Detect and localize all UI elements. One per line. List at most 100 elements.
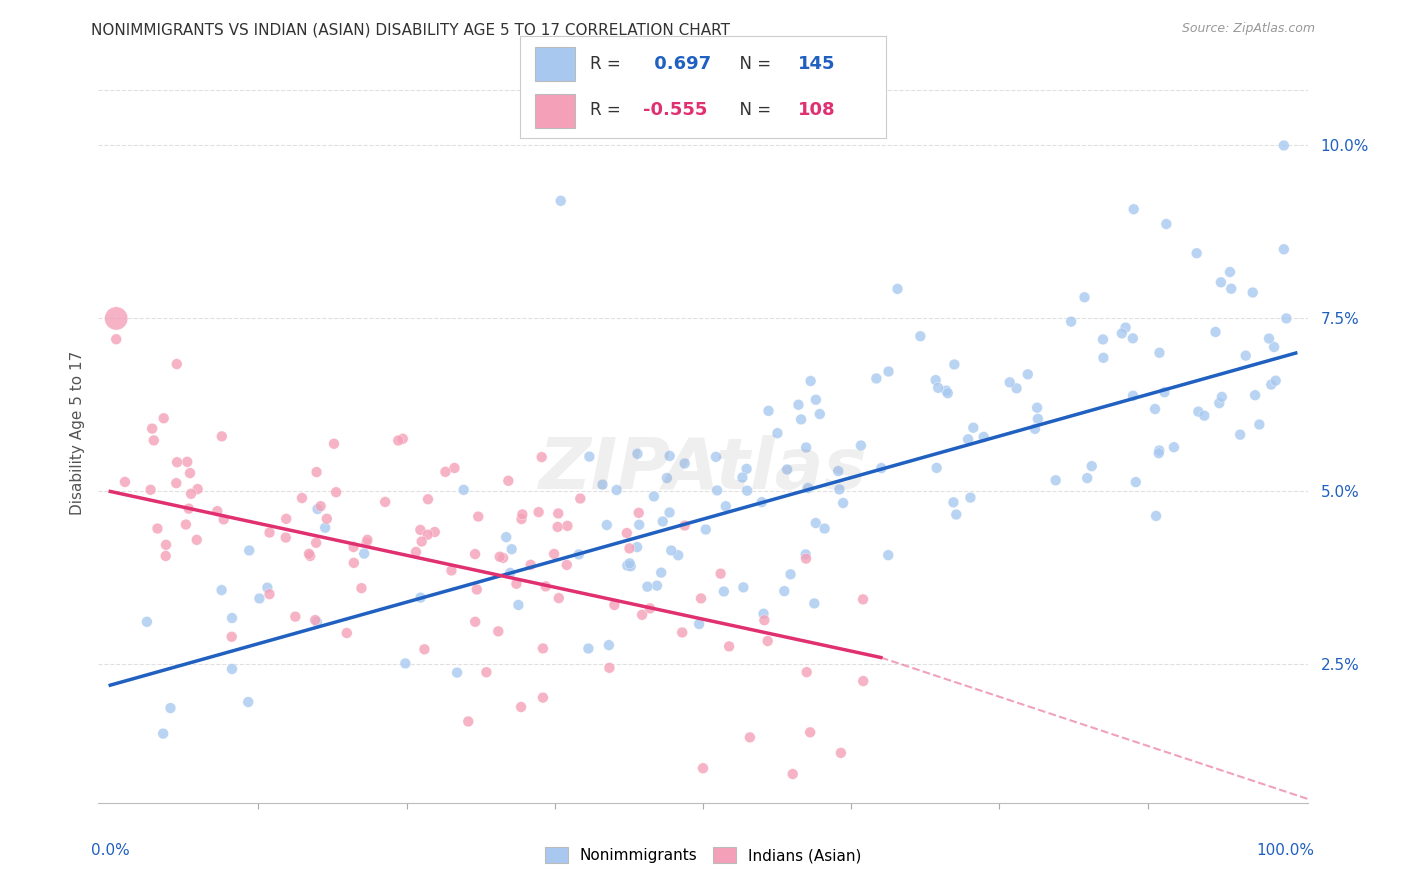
Point: [735, 483, 758, 498]
Point: [659, 543, 682, 558]
Point: [627, 506, 650, 520]
Point: [336, 626, 359, 640]
Point: [531, 641, 554, 656]
Point: [307, 502, 329, 516]
Point: [1272, 138, 1295, 153]
Text: N =: N =: [728, 101, 776, 119]
Point: [877, 364, 900, 378]
Point: [671, 625, 693, 640]
Point: [852, 592, 875, 607]
Point: [298, 547, 321, 561]
Point: [673, 457, 696, 471]
Point: [1185, 246, 1208, 260]
Point: [797, 481, 820, 495]
Point: [773, 584, 796, 599]
Point: [142, 434, 165, 448]
Point: [1073, 290, 1095, 304]
FancyBboxPatch shape: [534, 47, 575, 81]
Point: [499, 566, 522, 580]
Point: [1244, 388, 1267, 402]
Point: [754, 613, 776, 627]
Point: [1249, 417, 1271, 432]
Point: [547, 507, 569, 521]
Point: [998, 376, 1021, 390]
Point: [259, 587, 281, 601]
Point: [211, 429, 233, 443]
Point: [578, 450, 600, 464]
Point: [800, 374, 823, 388]
Point: [658, 506, 681, 520]
Point: [673, 518, 696, 533]
Point: [962, 421, 984, 435]
Point: [464, 615, 486, 629]
Point: [658, 449, 681, 463]
Point: [592, 477, 614, 491]
Point: [309, 499, 332, 513]
Text: 100.0%: 100.0%: [1257, 843, 1315, 858]
Point: [620, 559, 643, 574]
Point: [305, 615, 328, 629]
Point: [465, 582, 488, 597]
Point: [870, 461, 893, 475]
Point: [1209, 276, 1232, 290]
Point: [413, 642, 436, 657]
Point: [1026, 401, 1049, 415]
Point: [636, 580, 658, 594]
Point: [343, 556, 366, 570]
Point: [804, 516, 827, 530]
Point: [733, 580, 755, 594]
Point: [1111, 326, 1133, 341]
Point: [274, 531, 297, 545]
Point: [1211, 390, 1233, 404]
Point: [486, 624, 509, 639]
Point: [527, 505, 550, 519]
Point: [692, 761, 714, 775]
Point: [284, 609, 307, 624]
Point: [276, 512, 298, 526]
Point: [1115, 320, 1137, 334]
Point: [550, 194, 572, 208]
Point: [718, 640, 741, 654]
Point: [159, 701, 181, 715]
Point: [325, 485, 347, 500]
Point: [596, 518, 619, 533]
Point: [221, 611, 243, 625]
Point: [221, 630, 243, 644]
Point: [877, 548, 900, 562]
Point: [434, 465, 457, 479]
Point: [638, 601, 661, 615]
Point: [174, 517, 197, 532]
Point: [391, 432, 413, 446]
Point: [803, 596, 825, 610]
Point: [356, 535, 378, 549]
Point: [387, 434, 409, 448]
Text: ZIPAtlas: ZIPAtlas: [538, 435, 868, 504]
Point: [1147, 446, 1170, 460]
Point: [1017, 368, 1039, 382]
Point: [394, 657, 416, 671]
Point: [804, 392, 827, 407]
Point: [498, 474, 520, 488]
Point: [1272, 242, 1295, 256]
FancyBboxPatch shape: [534, 95, 575, 128]
Y-axis label: Disability Age 5 to 17: Disability Age 5 to 17: [69, 351, 84, 515]
Point: [510, 512, 533, 526]
Point: [758, 404, 780, 418]
Point: [512, 508, 534, 522]
Point: [211, 583, 233, 598]
Point: [695, 523, 717, 537]
Point: [794, 548, 817, 562]
Point: [443, 461, 465, 475]
Point: [446, 665, 468, 680]
Legend: Nonimmigrants, Indians (Asian): Nonimmigrants, Indians (Asian): [538, 841, 868, 869]
Point: [631, 607, 654, 622]
Point: [973, 430, 995, 444]
Point: [547, 591, 569, 606]
Point: [927, 381, 949, 395]
Point: [616, 526, 638, 541]
Point: [207, 504, 229, 518]
Point: [1091, 333, 1114, 347]
Text: 108: 108: [799, 101, 835, 119]
Point: [543, 547, 565, 561]
Point: [531, 690, 554, 705]
